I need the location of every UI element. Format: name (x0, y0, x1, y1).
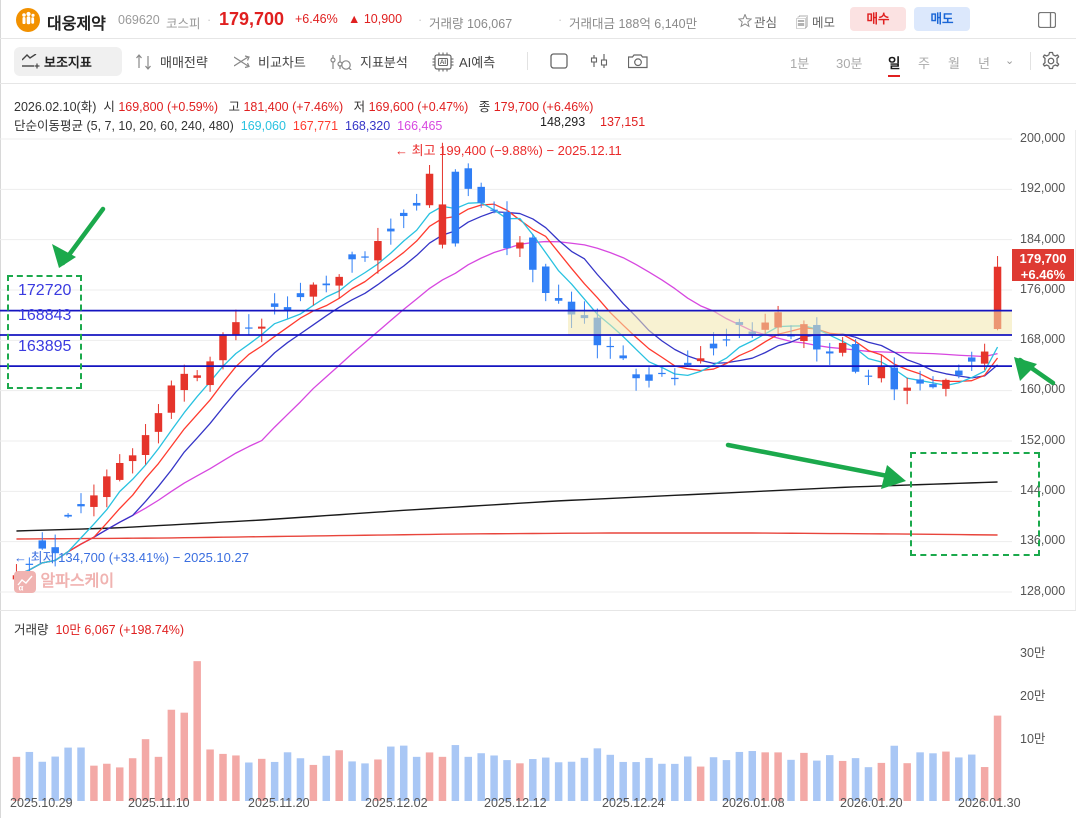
svg-text:α: α (19, 584, 24, 593)
